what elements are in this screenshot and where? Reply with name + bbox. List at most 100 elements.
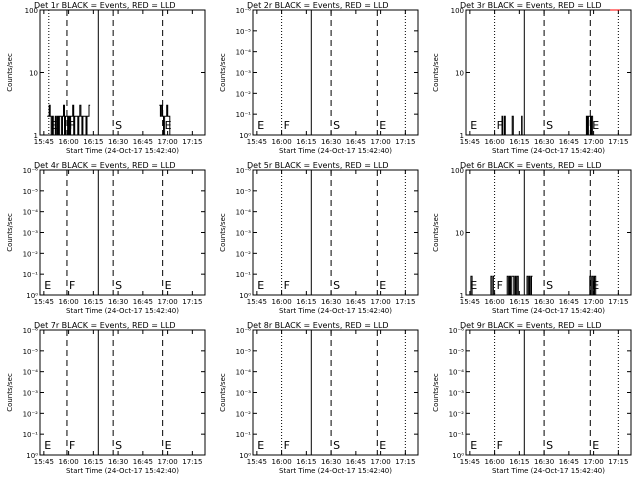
y-tick-label: 10⁻⁵ [236,188,252,196]
marker-label-e: E [470,119,477,132]
marker-label-s: S [333,439,340,452]
y-tick-label: 10⁻⁶ [449,327,465,335]
x-tick-label: 16:45 [346,298,366,306]
marker-label-s: S [546,439,553,452]
x-tick-label: 16:30 [534,138,554,146]
x-axis-label: Start Time (24-Oct-17 15:42:40) [66,307,179,315]
x-tick-label: 16:15 [83,298,103,306]
y-axis-label: Counts/sec [432,373,440,412]
y-tick-label: 10⁻³ [23,390,39,398]
marker-label-s: S [546,279,553,292]
panel-title: Det 1r BLACK = Events, RED = LLD [34,1,176,10]
panel-title: Det 5r BLACK = Events, RED = LLD [247,161,389,170]
x-tick-label: 16:00 [272,298,292,306]
x-tick-label: 17:15 [608,298,628,306]
y-tick-label: 10⁰ [26,452,38,460]
plot-frame [39,169,206,296]
x-tick-label: 16:45 [133,138,153,146]
series-0-segment-3 [585,115,594,136]
x-tick-label: 16:00 [59,138,79,146]
y-tick-label: 10 [29,70,38,78]
x-axis-label: Start Time (24-Oct-17 15:42:40) [492,147,605,155]
y-tick-label: 10⁻⁶ [236,167,252,175]
y-axis-label: Counts/sec [219,373,227,412]
marker-label-e: E [257,439,264,452]
marker-label-e: E [44,439,51,452]
marker-label-e: E [51,119,58,132]
x-tick-label: 16:00 [485,298,505,306]
y-tick-label: 10⁻² [449,410,465,418]
x-tick-label: 15:45 [247,138,267,146]
y-tick-label: 10 [455,70,464,78]
x-tick-label: 16:00 [59,298,79,306]
x-axis-label: Start Time (24-Oct-17 15:42:40) [492,307,605,315]
y-tick-label: 1 [460,132,464,140]
x-axis-label: Start Time (24-Oct-17 15:42:40) [492,467,605,475]
plot-frame [465,329,632,456]
x-tick-label: 16:45 [346,458,366,466]
marker-label-s: S [115,119,122,132]
marker-label-f: F [497,119,503,132]
y-tick-label: 10⁻³ [23,230,39,238]
marker-label-e: E [470,279,477,292]
x-tick-label: 15:45 [247,458,267,466]
x-tick-label: 16:15 [509,298,529,306]
x-tick-label: 16:15 [509,138,529,146]
y-tick-label: 10⁻¹ [449,431,465,439]
y-tick-label: 10⁻¹ [23,271,39,279]
marker-label-s: S [115,279,122,292]
marker-label-e: E [379,279,386,292]
plot-frame [465,9,632,136]
x-tick-label: 16:30 [321,138,341,146]
y-tick-label: 10⁻⁴ [236,369,252,377]
marker-label-e: E [257,119,264,132]
panel-4: Det 4r BLACK = Events, RED = LLD 10⁰ 10⁻¹ 1… [6,161,206,315]
x-tick-label: 16:15 [509,458,529,466]
x-tick-label: 17:00 [371,298,391,306]
panel-title: Det 7r BLACK = Events, RED = LLD [34,321,176,330]
x-tick-label: 15:45 [34,138,54,146]
marker-label-s: S [546,119,553,132]
marker-label-e: E [470,439,477,452]
x-tick-label: 16:45 [346,138,366,146]
x-tick-label: 16:30 [108,138,128,146]
x-tick-label: 16:45 [559,298,579,306]
y-tick-label: 10⁻⁵ [23,188,39,196]
y-tick-label: 10 [455,230,464,238]
y-axis-label: Counts/sec [219,213,227,252]
y-tick-label: 10⁻⁵ [236,28,252,36]
y-tick-label: 10⁻² [236,90,252,98]
panel-2: Det 2r BLACK = Events, RED = LLD 10⁰ 10⁻¹ 1… [219,1,419,155]
marker-label-f: F [497,439,503,452]
y-tick-label: 10⁻³ [236,390,252,398]
x-tick-label: 16:30 [534,458,554,466]
marker-label-e: E [44,279,51,292]
x-axis-label: Start Time (24-Oct-17 15:42:40) [66,467,179,475]
x-tick-label: 15:45 [247,298,267,306]
x-tick-label: 17:15 [395,458,415,466]
x-axis-label: Start Time (24-Oct-17 15:42:40) [279,147,392,155]
marker-label-f: F [69,279,75,292]
panel-8: Det 8r BLACK = Events, RED = LLD 10⁰ 10⁻¹ 1… [219,321,419,475]
y-tick-label: 10⁻² [236,410,252,418]
y-tick-label: 10⁰ [239,292,251,300]
x-tick-label: 16:00 [272,138,292,146]
panel-title: Det 4r BLACK = Events, RED = LLD [34,161,176,170]
series-0-segment-2 [521,115,523,136]
x-tick-label: 15:45 [34,458,54,466]
marker-label-f: F [284,279,290,292]
y-tick-label: 10⁻³ [449,390,465,398]
x-tick-label: 17:00 [371,458,391,466]
panel-title: Det 2r BLACK = Events, RED = LLD [247,1,389,10]
y-tick-label: 100 [451,7,464,15]
x-tick-label: 17:00 [158,298,178,306]
panel-5: Det 5r BLACK = Events, RED = LLD 10⁰ 10⁻¹ 1… [219,161,419,315]
series-0-segment-1 [511,115,515,136]
plot-frame [252,169,419,296]
y-tick-label: 10⁻⁶ [23,327,39,335]
panel-7: Det 7r BLACK = Events, RED = LLD 10⁰ 10⁻¹ 1… [6,321,206,475]
x-tick-label: 15:45 [460,458,480,466]
y-tick-label: 10⁻⁵ [23,348,39,356]
marker-label-e: E [379,119,386,132]
panel-title: Det 3r BLACK = Events, RED = LLD [460,1,602,10]
